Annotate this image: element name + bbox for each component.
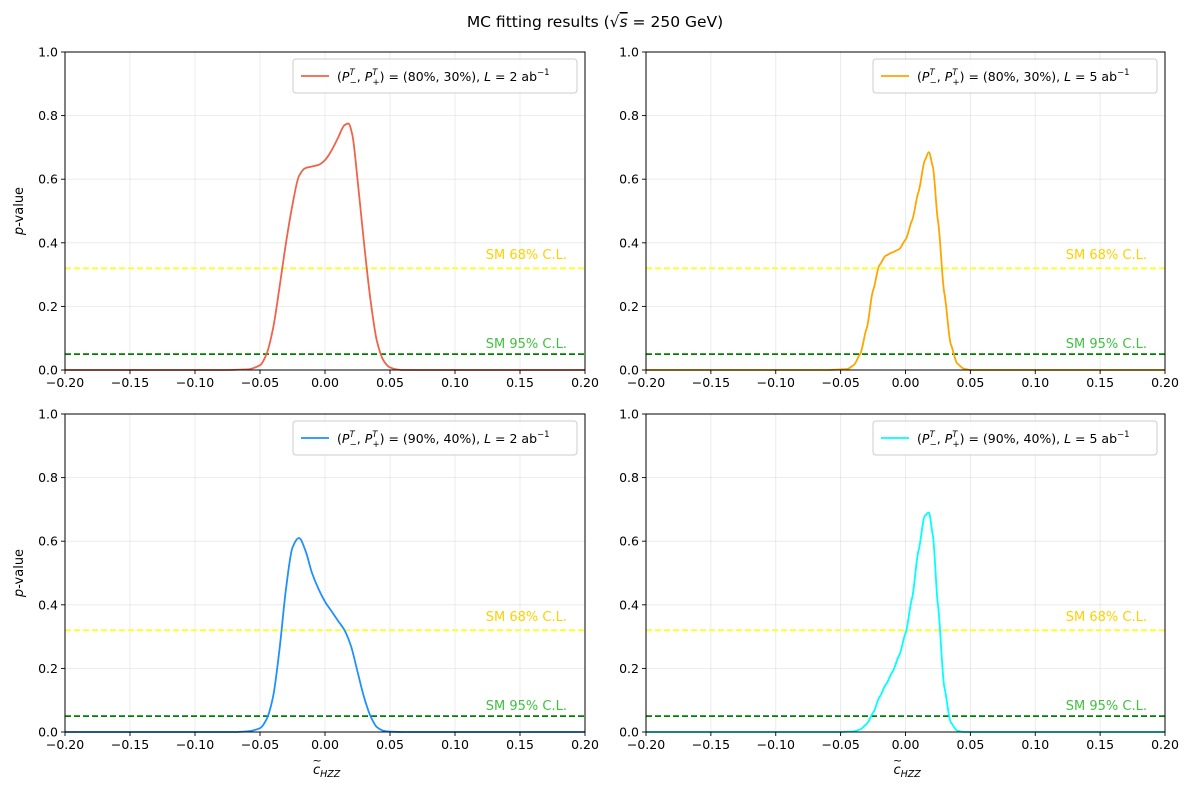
y-tick-label: 0.8 xyxy=(619,108,639,123)
x-tick-label: 0.05 xyxy=(376,375,404,390)
legend-label: (PT −, PT +) = (80%, 30%), L = 2 ab−1 xyxy=(337,68,550,88)
y-tick-label: 0.0 xyxy=(619,363,639,378)
cl95-label: SM 95% C.L. xyxy=(486,699,567,714)
x-tick-label: 0.00 xyxy=(311,737,339,752)
figure-title: MC fitting results (√s = 250 GeV) xyxy=(467,13,723,31)
x-tick-label: 0.20 xyxy=(1151,375,1179,390)
legend: (PT −, PT +) = (80%, 30%), L = 2 ab−1 xyxy=(292,58,578,94)
x-tick-label: 0.05 xyxy=(956,375,984,390)
x-tick-label: −0.20 xyxy=(46,375,84,390)
x-tick-label: −0.20 xyxy=(46,737,84,752)
x-tick-label: −0.15 xyxy=(111,737,149,752)
legend-box xyxy=(292,420,578,456)
x-tick-label: 0.15 xyxy=(1086,737,1114,752)
legend-box xyxy=(872,420,1158,456)
x-tick-label: −0.10 xyxy=(176,737,214,752)
y-tick-label: 1.0 xyxy=(619,407,639,422)
x-tick-label: −0.05 xyxy=(821,737,859,752)
x-tick-label: −0.05 xyxy=(821,375,859,390)
pvalue-curve xyxy=(64,122,585,371)
x-tick-label: 0.20 xyxy=(1151,737,1179,752)
y-axis-label: p-value xyxy=(12,549,27,598)
x-tick-label: −0.15 xyxy=(111,375,149,390)
x-tick-label: 0.20 xyxy=(571,375,599,390)
legend: (PT −, PT +) = (90%, 40%), L = 2 ab−1 xyxy=(292,420,578,456)
cl95-label: SM 95% C.L. xyxy=(1066,699,1147,714)
y-tick-label: 0.2 xyxy=(619,299,639,314)
y-tick-label: 1.0 xyxy=(619,45,639,60)
legend: (PT −, PT +) = (90%, 40%), L = 5 ab−1 xyxy=(872,420,1158,456)
x-tick-label: 0.00 xyxy=(892,737,920,752)
cl68-label: SM 68% C.L. xyxy=(1066,610,1147,625)
x-tick-label: −0.10 xyxy=(757,737,795,752)
x-axis-label-tilde: ~ xyxy=(893,754,902,767)
cl68-label: SM 68% C.L. xyxy=(486,248,567,263)
cl68-label: SM 68% C.L. xyxy=(486,610,567,625)
y-tick-label: 0.2 xyxy=(619,661,639,676)
y-tick-label: 0.0 xyxy=(619,725,639,740)
x-tick-label: 0.15 xyxy=(1086,375,1114,390)
y-tick-label: 0.8 xyxy=(619,470,639,485)
x-tick-label: −0.10 xyxy=(757,375,795,390)
y-tick-label: 0.2 xyxy=(38,661,58,676)
y-tick-label: 0.6 xyxy=(38,172,58,187)
subplot-2: SM 68% C.L. SM 95% C.L. −0.20 −0.15 −0.10 −0.… xyxy=(619,45,1179,391)
y-tick-label: 0.6 xyxy=(619,172,639,187)
x-tick-label: −0.15 xyxy=(692,375,730,390)
x-tick-label: 0.05 xyxy=(956,737,984,752)
x-tick-label: −0.20 xyxy=(627,737,665,752)
x-tick-label: 0.20 xyxy=(571,737,599,752)
y-tick-label: 0.4 xyxy=(38,235,58,250)
x-tick-label: −0.15 xyxy=(692,737,730,752)
y-tick-label: 0.0 xyxy=(38,363,58,378)
subplot-1: SM 68% C.L. SM 95% C.L. −0.20 −0.15 −0.10 −0.… xyxy=(12,45,599,391)
subplot-4: SM 68% C.L. SM 95% C.L. −0.20 −0.15 −0.10 −0.… xyxy=(619,407,1179,781)
x-tick-label: −0.20 xyxy=(627,375,665,390)
y-tick-label: 0.6 xyxy=(619,534,639,549)
y-tick-label: 0.4 xyxy=(619,597,639,612)
x-tick-label: 0.10 xyxy=(441,375,469,390)
cl95-label: SM 95% C.L. xyxy=(486,337,567,352)
y-tick-label: 0.6 xyxy=(38,534,58,549)
cl68-label: SM 68% C.L. xyxy=(1066,248,1147,263)
legend-label: (PT −, PT +) = (90%, 40%), L = 2 ab−1 xyxy=(337,430,550,450)
x-tick-label: −0.05 xyxy=(241,375,279,390)
legend-box xyxy=(292,58,578,94)
pvalue-curve xyxy=(645,151,1165,371)
x-tick-label: 0.05 xyxy=(376,737,404,752)
pvalue-curve xyxy=(65,537,585,733)
y-tick-label: 0.8 xyxy=(38,108,58,123)
y-tick-label: 0.4 xyxy=(619,235,639,250)
x-tick-label: 0.15 xyxy=(506,737,534,752)
legend: (PT −, PT +) = (80%, 30%), L = 5 ab−1 xyxy=(872,58,1158,94)
cl95-label: SM 95% C.L. xyxy=(1066,337,1147,352)
x-tick-label: 0.10 xyxy=(441,737,469,752)
y-tick-label: 0.4 xyxy=(38,597,58,612)
x-axis-label: cHZZ xyxy=(313,763,341,780)
subplot-3: SM 68% C.L. SM 95% C.L. −0.20 −0.15 −0.10 −0.… xyxy=(12,407,599,781)
y-axis-label: p-value xyxy=(12,187,27,236)
x-axis-label-tilde: ~ xyxy=(313,754,322,767)
x-tick-label: −0.05 xyxy=(241,737,279,752)
legend-label: (PT −, PT +) = (90%, 40%), L = 5 ab−1 xyxy=(917,430,1130,450)
x-tick-label: 0.10 xyxy=(1021,375,1049,390)
legend-box xyxy=(872,58,1158,94)
x-tick-label: −0.10 xyxy=(176,375,214,390)
x-tick-label: 0.00 xyxy=(892,375,920,390)
y-tick-label: 1.0 xyxy=(38,407,58,422)
y-tick-label: 0.8 xyxy=(38,470,58,485)
x-tick-label: 0.00 xyxy=(311,375,339,390)
y-tick-label: 0.0 xyxy=(38,725,58,740)
y-tick-label: 1.0 xyxy=(38,45,58,60)
x-tick-label: 0.10 xyxy=(1021,737,1049,752)
x-axis-label: cHZZ xyxy=(894,763,922,780)
y-tick-label: 0.2 xyxy=(38,299,58,314)
x-tick-label: 0.15 xyxy=(506,375,534,390)
legend-label: (PT −, PT +) = (80%, 30%), L = 5 ab−1 xyxy=(917,68,1130,88)
